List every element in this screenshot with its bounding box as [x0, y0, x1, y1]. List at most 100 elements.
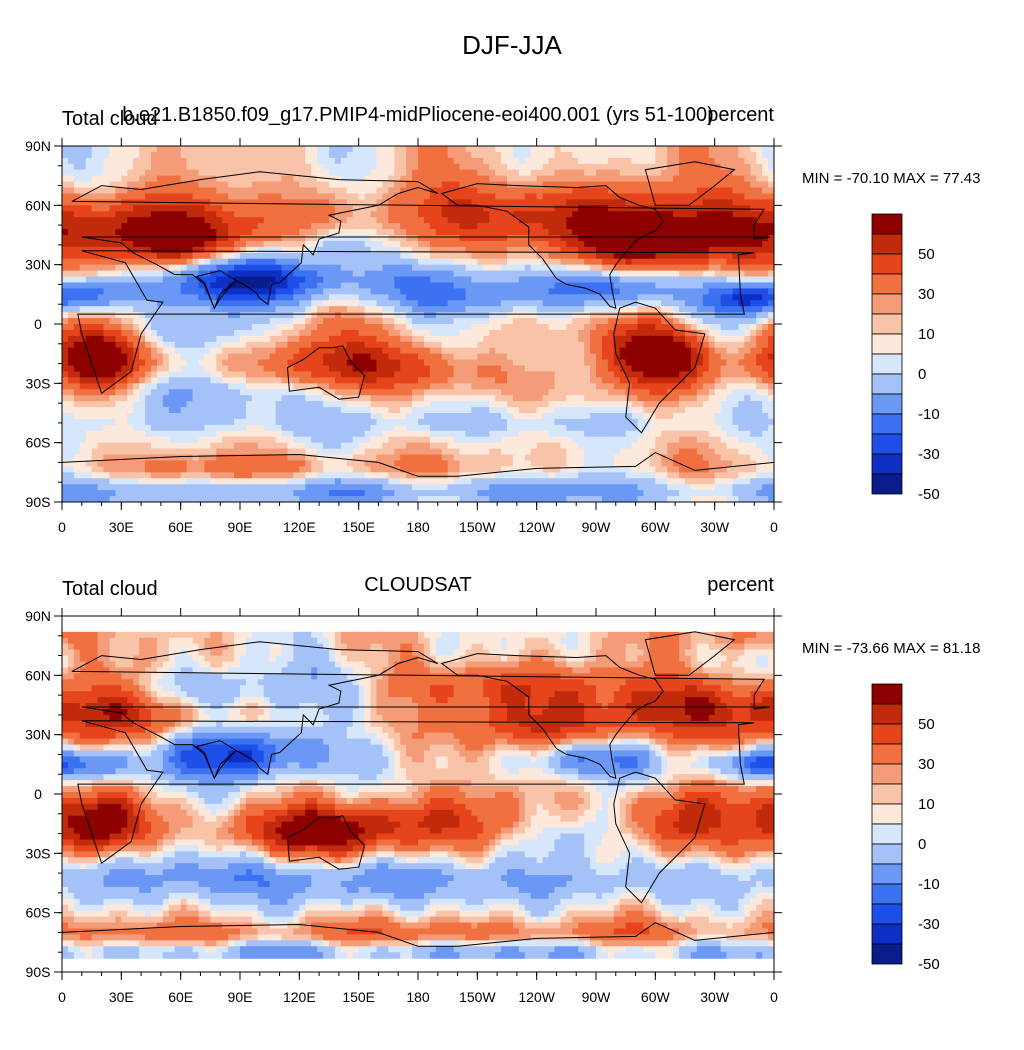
top-cell — [738, 199, 745, 206]
top-cell — [85, 288, 93, 295]
top-cell — [305, 175, 312, 183]
top-cell — [62, 347, 69, 355]
top-cell — [376, 282, 383, 289]
top-cell — [435, 157, 443, 165]
top-cell — [477, 383, 484, 390]
top-cell — [127, 146, 134, 153]
top-cell — [192, 205, 200, 212]
top-cell — [299, 169, 306, 177]
top-cell — [91, 312, 99, 319]
top-cell — [661, 229, 668, 236]
top-cell — [726, 359, 734, 367]
top-cell — [287, 193, 294, 200]
top-cell — [554, 318, 561, 325]
top-cell — [85, 318, 93, 325]
top-cell — [667, 187, 674, 195]
top-cell — [382, 163, 389, 171]
top-cell — [418, 264, 425, 272]
top-cell — [471, 288, 478, 295]
top-cell — [673, 288, 680, 295]
top-cell — [400, 276, 407, 284]
top-cell — [240, 157, 247, 165]
top-cell — [702, 252, 710, 260]
top-cell — [435, 252, 443, 260]
top-cell — [299, 181, 306, 189]
top-cell — [263, 258, 271, 266]
top-cell — [370, 270, 378, 278]
top-cell — [139, 270, 146, 278]
top-cell — [554, 240, 561, 248]
top-cell — [536, 377, 544, 384]
top-cell — [67, 193, 75, 200]
top-cell — [429, 163, 437, 171]
top-cell — [103, 294, 111, 301]
top-cell — [109, 389, 116, 396]
top-cell — [572, 211, 579, 218]
top-cell — [192, 223, 200, 230]
top-cell — [441, 169, 449, 177]
top-cell — [364, 205, 372, 212]
top-cell — [495, 294, 502, 301]
top-cell — [139, 383, 146, 390]
top-cell — [228, 383, 235, 390]
top-cell — [67, 163, 75, 171]
top-cell — [287, 377, 294, 384]
top-cell — [447, 163, 455, 171]
top-cell — [768, 258, 774, 266]
top-cell — [358, 341, 366, 349]
top-cell — [447, 246, 455, 254]
top-cell — [62, 294, 69, 301]
top-cell — [162, 353, 170, 361]
top-cell — [204, 163, 211, 171]
top-cell — [216, 258, 223, 266]
top-cell — [370, 175, 378, 183]
top-cell — [607, 365, 615, 373]
top-cell — [287, 217, 294, 224]
top-cell — [655, 383, 662, 390]
top-cell — [453, 240, 461, 248]
top-cell — [453, 169, 461, 177]
top-cell — [542, 264, 550, 272]
top-cell — [536, 217, 544, 224]
top-cell — [139, 252, 146, 260]
top-cell — [287, 146, 294, 153]
top-cell — [495, 157, 502, 165]
top-cell — [429, 318, 437, 325]
top-cell — [744, 205, 751, 212]
top-cell — [590, 341, 597, 349]
top-cell — [459, 252, 467, 260]
top-cell — [352, 240, 360, 248]
top-cell — [293, 306, 300, 313]
top-cell — [97, 312, 105, 319]
top-cell — [400, 151, 407, 159]
top-cell — [323, 389, 330, 396]
top-cell — [388, 341, 395, 349]
top-cell — [91, 211, 99, 218]
top-cell — [566, 193, 573, 200]
top-cell — [447, 359, 455, 367]
top-cell — [489, 151, 496, 159]
top-cell — [216, 193, 223, 200]
top-cell — [708, 217, 716, 224]
top-cell — [245, 383, 253, 390]
top-cell — [732, 151, 739, 159]
top-cell — [234, 246, 241, 254]
top-cell — [257, 389, 265, 396]
top-cell — [204, 347, 211, 355]
top-cell — [768, 264, 774, 272]
top-cell — [406, 217, 413, 224]
top-cell — [156, 276, 164, 284]
top-cell — [406, 246, 413, 254]
top-cell — [127, 193, 134, 200]
top-cell — [388, 258, 395, 266]
top-cell — [756, 324, 763, 331]
top-cell — [287, 282, 294, 289]
top-cell — [596, 169, 603, 177]
top-cell — [73, 193, 81, 200]
top-cell — [364, 276, 372, 284]
top-cell — [317, 294, 324, 301]
top-cell — [548, 181, 556, 189]
top-cell — [234, 157, 241, 165]
top-cell — [340, 383, 348, 390]
top-cell — [418, 146, 425, 153]
